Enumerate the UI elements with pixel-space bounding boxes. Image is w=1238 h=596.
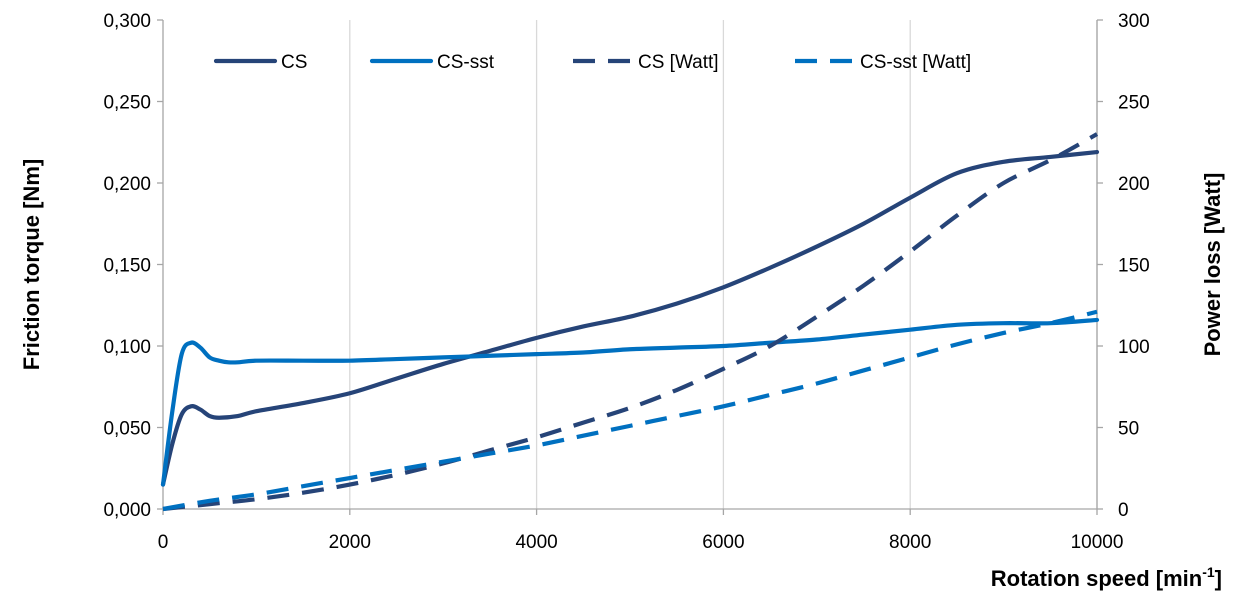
axes: 0,000 0,050 0,100 0,150 0,200 0,250 0,300 0 50 10… [103, 11, 1149, 553]
series-lines [160, 132, 1100, 512]
legend-label-cs: CS [281, 52, 307, 73]
x-axis-title: Rotation speed [min-1] [991, 564, 1222, 591]
y-left-tick-label: 0,100 [103, 337, 151, 358]
y-left-tick-label: 0,200 [103, 174, 151, 195]
legend-label-cs-watt: CS [Watt] [638, 52, 719, 73]
y-left-tick-label: 0,300 [103, 11, 151, 32]
y-left-tick-label: 0,150 [103, 256, 151, 277]
x-tick-label: 4000 [515, 532, 557, 553]
legend-label-cs-sst: CS-sst [437, 52, 495, 73]
x-tick-label: 0 [158, 532, 169, 553]
legend-label-cs-sst-watt: CS-sst [Watt] [860, 52, 971, 73]
y-right-tick-label: 250 [1118, 93, 1150, 114]
y-left-tick-label: 0,000 [103, 500, 151, 521]
y-right-tick-label: 100 [1118, 337, 1150, 358]
series-line-cs-sst-watt [162, 309, 1098, 512]
x-axis-title-main: Rotation speed [min [991, 566, 1202, 591]
y-right-tick-label: 200 [1118, 174, 1150, 195]
y-right-tick-label: 50 [1118, 419, 1139, 440]
series-line-cs-sst [160, 317, 1100, 487]
grid-lines [349, 20, 1098, 509]
x-tick-label: 6000 [702, 532, 744, 553]
x-tick-label: 10000 [1071, 532, 1124, 553]
x-axis-title-end: ] [1215, 566, 1222, 591]
legend: CS CS-sst CS [Watt] CS-sst [Watt] [213, 52, 971, 73]
y-right-tick-label: 150 [1118, 256, 1150, 277]
y-axis-right-title: Power loss [Watt] [1200, 173, 1225, 357]
y-axis-left-title: Friction torque [Nm] [19, 159, 44, 370]
y-right-tick-label: 300 [1118, 11, 1150, 32]
series-line-cs [160, 149, 1100, 487]
axis-labels: Friction torque [Nm] Power loss [Watt] Rot… [19, 159, 1225, 591]
x-tick-label: 8000 [889, 532, 931, 553]
x-tick-label: 2000 [329, 532, 371, 553]
x-axis-title-superscript: -1 [1202, 564, 1215, 580]
y-left-tick-label: 0,250 [103, 93, 151, 114]
y-right-tick-label: 0 [1118, 500, 1129, 521]
y-left-tick-label: 0,050 [103, 419, 151, 440]
series-line-cs-watt [162, 132, 1099, 512]
